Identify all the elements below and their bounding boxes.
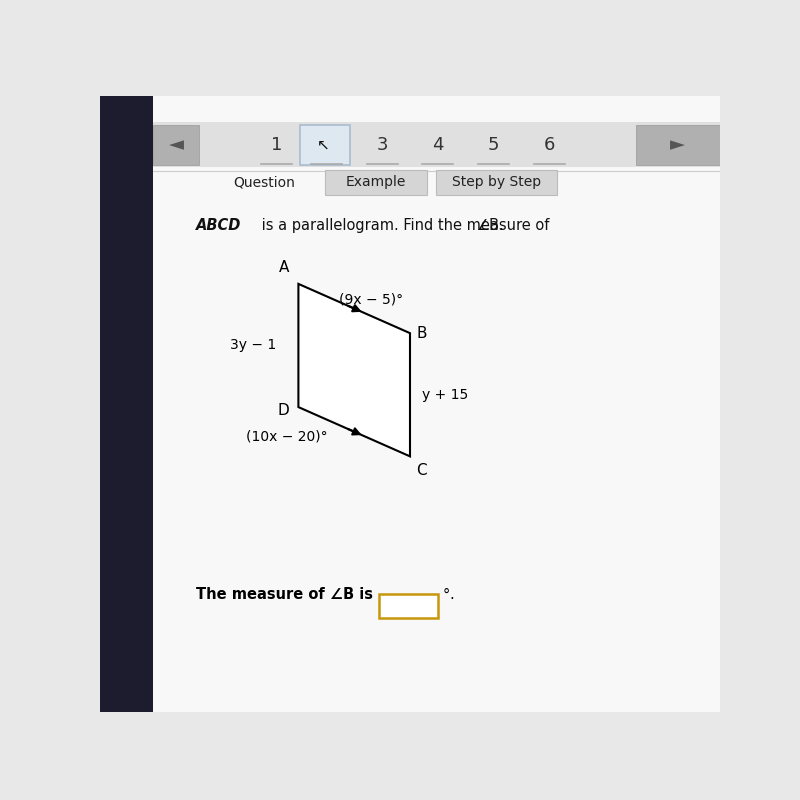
Text: ◄: ◄ xyxy=(169,135,184,154)
Text: 5: 5 xyxy=(488,136,499,154)
FancyBboxPatch shape xyxy=(379,594,438,618)
Text: ∠B.: ∠B. xyxy=(477,218,505,233)
FancyBboxPatch shape xyxy=(153,125,199,165)
Text: A: A xyxy=(278,260,289,274)
Text: (10x − 20)°: (10x − 20)° xyxy=(246,430,327,444)
FancyBboxPatch shape xyxy=(153,122,720,167)
FancyBboxPatch shape xyxy=(325,170,427,194)
Text: Example: Example xyxy=(346,175,406,190)
FancyBboxPatch shape xyxy=(153,96,720,712)
Text: C: C xyxy=(416,462,427,478)
Text: ABCD: ABCD xyxy=(196,218,242,233)
Text: ↖: ↖ xyxy=(317,137,330,152)
Text: The measure of ∠B is: The measure of ∠B is xyxy=(196,587,373,602)
Text: 6: 6 xyxy=(544,136,555,154)
Polygon shape xyxy=(298,284,410,456)
Text: 4: 4 xyxy=(432,136,444,154)
Text: 1: 1 xyxy=(271,136,282,154)
FancyBboxPatch shape xyxy=(636,125,720,165)
Text: .: . xyxy=(449,587,454,602)
Text: 3: 3 xyxy=(376,136,388,154)
Text: Question: Question xyxy=(234,175,295,190)
Text: 3y − 1: 3y − 1 xyxy=(230,338,277,353)
Text: Step by Step: Step by Step xyxy=(452,175,542,190)
FancyBboxPatch shape xyxy=(300,125,350,165)
Text: B: B xyxy=(416,326,426,341)
Text: D: D xyxy=(278,402,289,418)
Text: °: ° xyxy=(443,587,450,602)
FancyBboxPatch shape xyxy=(436,170,558,194)
Text: ►: ► xyxy=(670,135,686,154)
Text: y + 15: y + 15 xyxy=(422,388,469,402)
Text: is a parallelogram. Find the measure of: is a parallelogram. Find the measure of xyxy=(257,218,554,233)
Text: (9x − 5)°: (9x − 5)° xyxy=(338,292,403,306)
FancyBboxPatch shape xyxy=(100,96,153,712)
